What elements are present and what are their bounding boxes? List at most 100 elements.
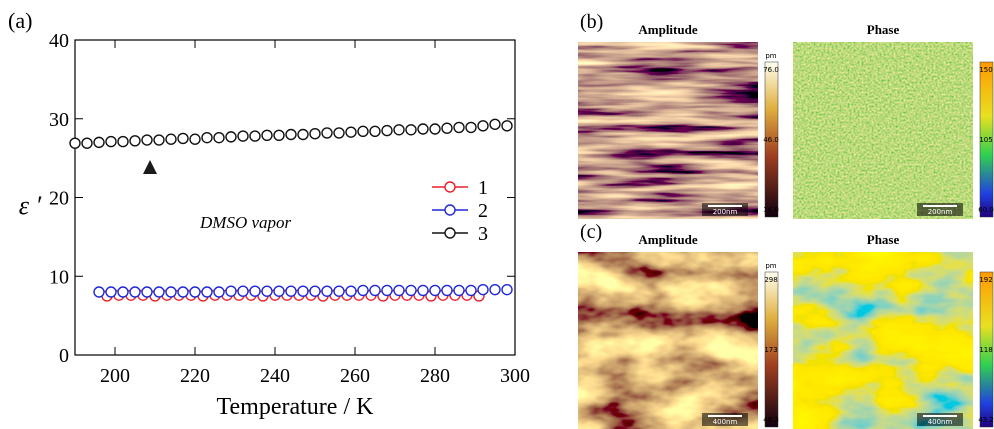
marker [129, 286, 141, 298]
marker [177, 286, 189, 298]
marker [333, 127, 345, 139]
marker [225, 131, 237, 143]
marker [441, 122, 453, 134]
marker [237, 285, 249, 297]
colorbar-label: 105 [979, 136, 992, 144]
marker [381, 124, 393, 137]
marker [297, 128, 309, 141]
legend-label: 2 [478, 200, 488, 222]
plot-frame [74, 39, 516, 356]
marker [213, 286, 225, 298]
y-axis-label: ε ′ [19, 191, 42, 220]
colorbar-label: 43.2 [978, 416, 994, 424]
afm-image [578, 42, 758, 219]
marker [393, 284, 405, 297]
marker [117, 286, 129, 298]
colorbar [764, 61, 779, 218]
y-tick-label: 20 [49, 188, 69, 210]
marker [369, 125, 381, 138]
marker [141, 134, 153, 146]
colorbar-label: 16.0 [763, 206, 779, 214]
marker [489, 283, 501, 296]
marker [249, 285, 261, 297]
colorbar-label: 76.0 [763, 66, 779, 74]
marker [381, 284, 393, 297]
marker [69, 137, 81, 149]
marker [225, 285, 237, 297]
legend-label: 3 [478, 223, 488, 245]
marker [261, 285, 273, 297]
colorbar-label: 46.0 [763, 136, 779, 144]
marker [465, 284, 477, 297]
marker [405, 124, 417, 136]
panel-label: (b) [580, 11, 603, 33]
marker [201, 131, 213, 144]
marker [153, 286, 165, 298]
marker [273, 285, 285, 297]
marker [237, 130, 249, 142]
marker [141, 286, 153, 298]
marker [105, 286, 117, 298]
x-tick-label: 200 [100, 365, 130, 387]
colorbar-unit: pm [765, 52, 776, 60]
colorbar-unit: pm [765, 262, 776, 270]
x-tick-label: 300 [500, 365, 530, 387]
marker [189, 286, 201, 298]
marker [189, 133, 201, 145]
marker [369, 284, 381, 297]
marker [501, 120, 513, 132]
colorbar-label: 173 [764, 346, 777, 354]
marker [501, 283, 513, 296]
marker [165, 286, 177, 298]
marker [93, 286, 105, 298]
scale-bar-label: 200nm [713, 208, 738, 216]
afm-image [793, 42, 973, 219]
afm-image [793, 252, 973, 429]
marker [297, 285, 309, 297]
marker [333, 285, 345, 297]
y-tick-label: 40 [49, 30, 69, 52]
marker [489, 118, 501, 130]
marker [249, 130, 261, 142]
colorbar-label: 192 [979, 276, 992, 284]
marker [81, 137, 93, 149]
marker [429, 284, 441, 297]
annotation: DMSO vapor [199, 213, 292, 232]
marker [261, 129, 273, 141]
y-tick-label: 30 [49, 109, 69, 131]
marker [285, 128, 297, 141]
marker [273, 129, 285, 141]
image-title: Amplitude [638, 232, 697, 247]
marker [417, 284, 429, 297]
colorbar [979, 271, 994, 428]
legend-label: 1 [478, 177, 488, 199]
marker [357, 284, 369, 297]
colorbar-label: 48.3 [763, 416, 779, 424]
marker [429, 123, 441, 135]
scale-bar-label: 400nm [928, 418, 953, 426]
y-tick-label: 10 [49, 266, 69, 288]
colorbar-label: 298 [764, 276, 777, 284]
colorbar [979, 61, 994, 218]
panel-label: (c) [580, 221, 602, 243]
marker [129, 135, 141, 147]
marker [321, 285, 333, 297]
marker [345, 126, 357, 138]
marker [453, 121, 465, 134]
image-title: Phase [867, 232, 900, 247]
y-tick-label: 0 [59, 345, 69, 367]
marker [477, 283, 489, 296]
marker [213, 131, 225, 144]
arrow-head [143, 160, 157, 174]
marker [285, 285, 297, 297]
marker [105, 135, 117, 148]
marker [441, 284, 453, 297]
marker [165, 133, 177, 145]
marker [177, 132, 189, 145]
colorbar [764, 271, 779, 428]
x-axis-label: Temperature / K [217, 394, 375, 420]
x-tick-label: 220 [180, 365, 210, 387]
marker [405, 284, 417, 297]
afm-image [578, 252, 758, 429]
